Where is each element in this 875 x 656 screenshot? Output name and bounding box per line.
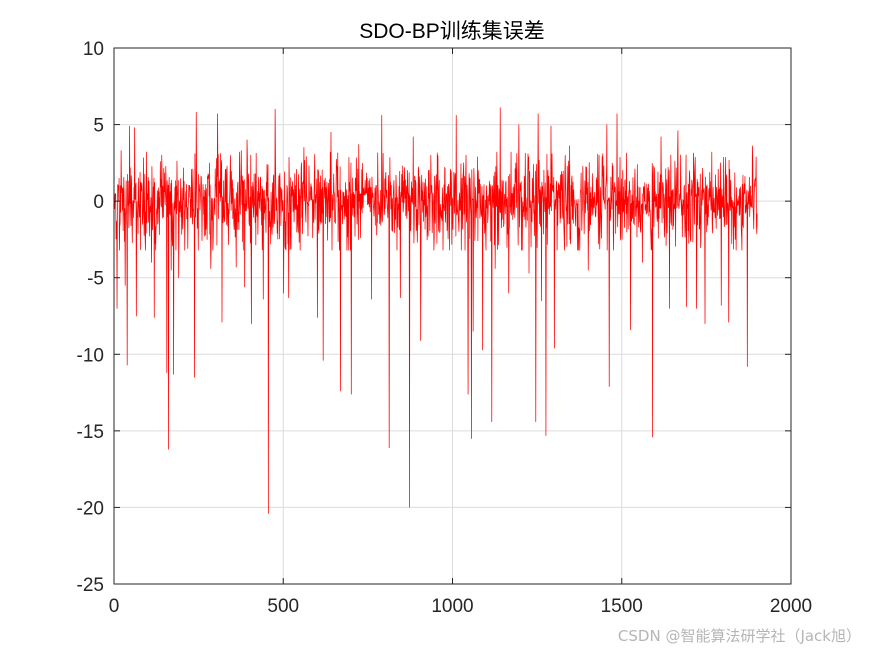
y-tick-label: -5 [87, 269, 104, 290]
y-tick-label: -10 [77, 345, 104, 366]
x-tick-label: 2000 [770, 596, 812, 617]
y-tick-label: 0 [93, 192, 104, 213]
y-tick-label: -20 [77, 498, 104, 519]
x-tick-label: 1000 [431, 596, 473, 617]
axis-ticks: 0 500 1000 1500 2000 -25 -20 -15 -10 -5 0 5 10 [77, 39, 813, 617]
y-tick-label: -15 [77, 422, 104, 443]
watermark-text: CSDN @智能算法研学社（Jack旭） [617, 627, 861, 645]
plot-area: 0 500 1000 1500 2000 -25 -20 -15 -10 -5 0 5 10 [77, 39, 813, 617]
y-tick-label: -25 [77, 575, 104, 596]
chart-title: SDO-BP训练集误差 [359, 20, 545, 43]
series-line [113, 107, 758, 514]
y-tick-label: 10 [83, 39, 104, 60]
series-group [113, 107, 758, 514]
x-tick-label: 500 [267, 596, 299, 617]
x-tick-label: 0 [109, 596, 120, 617]
x-tick-label: 1500 [601, 596, 643, 617]
y-tick-label: 5 [93, 116, 104, 137]
